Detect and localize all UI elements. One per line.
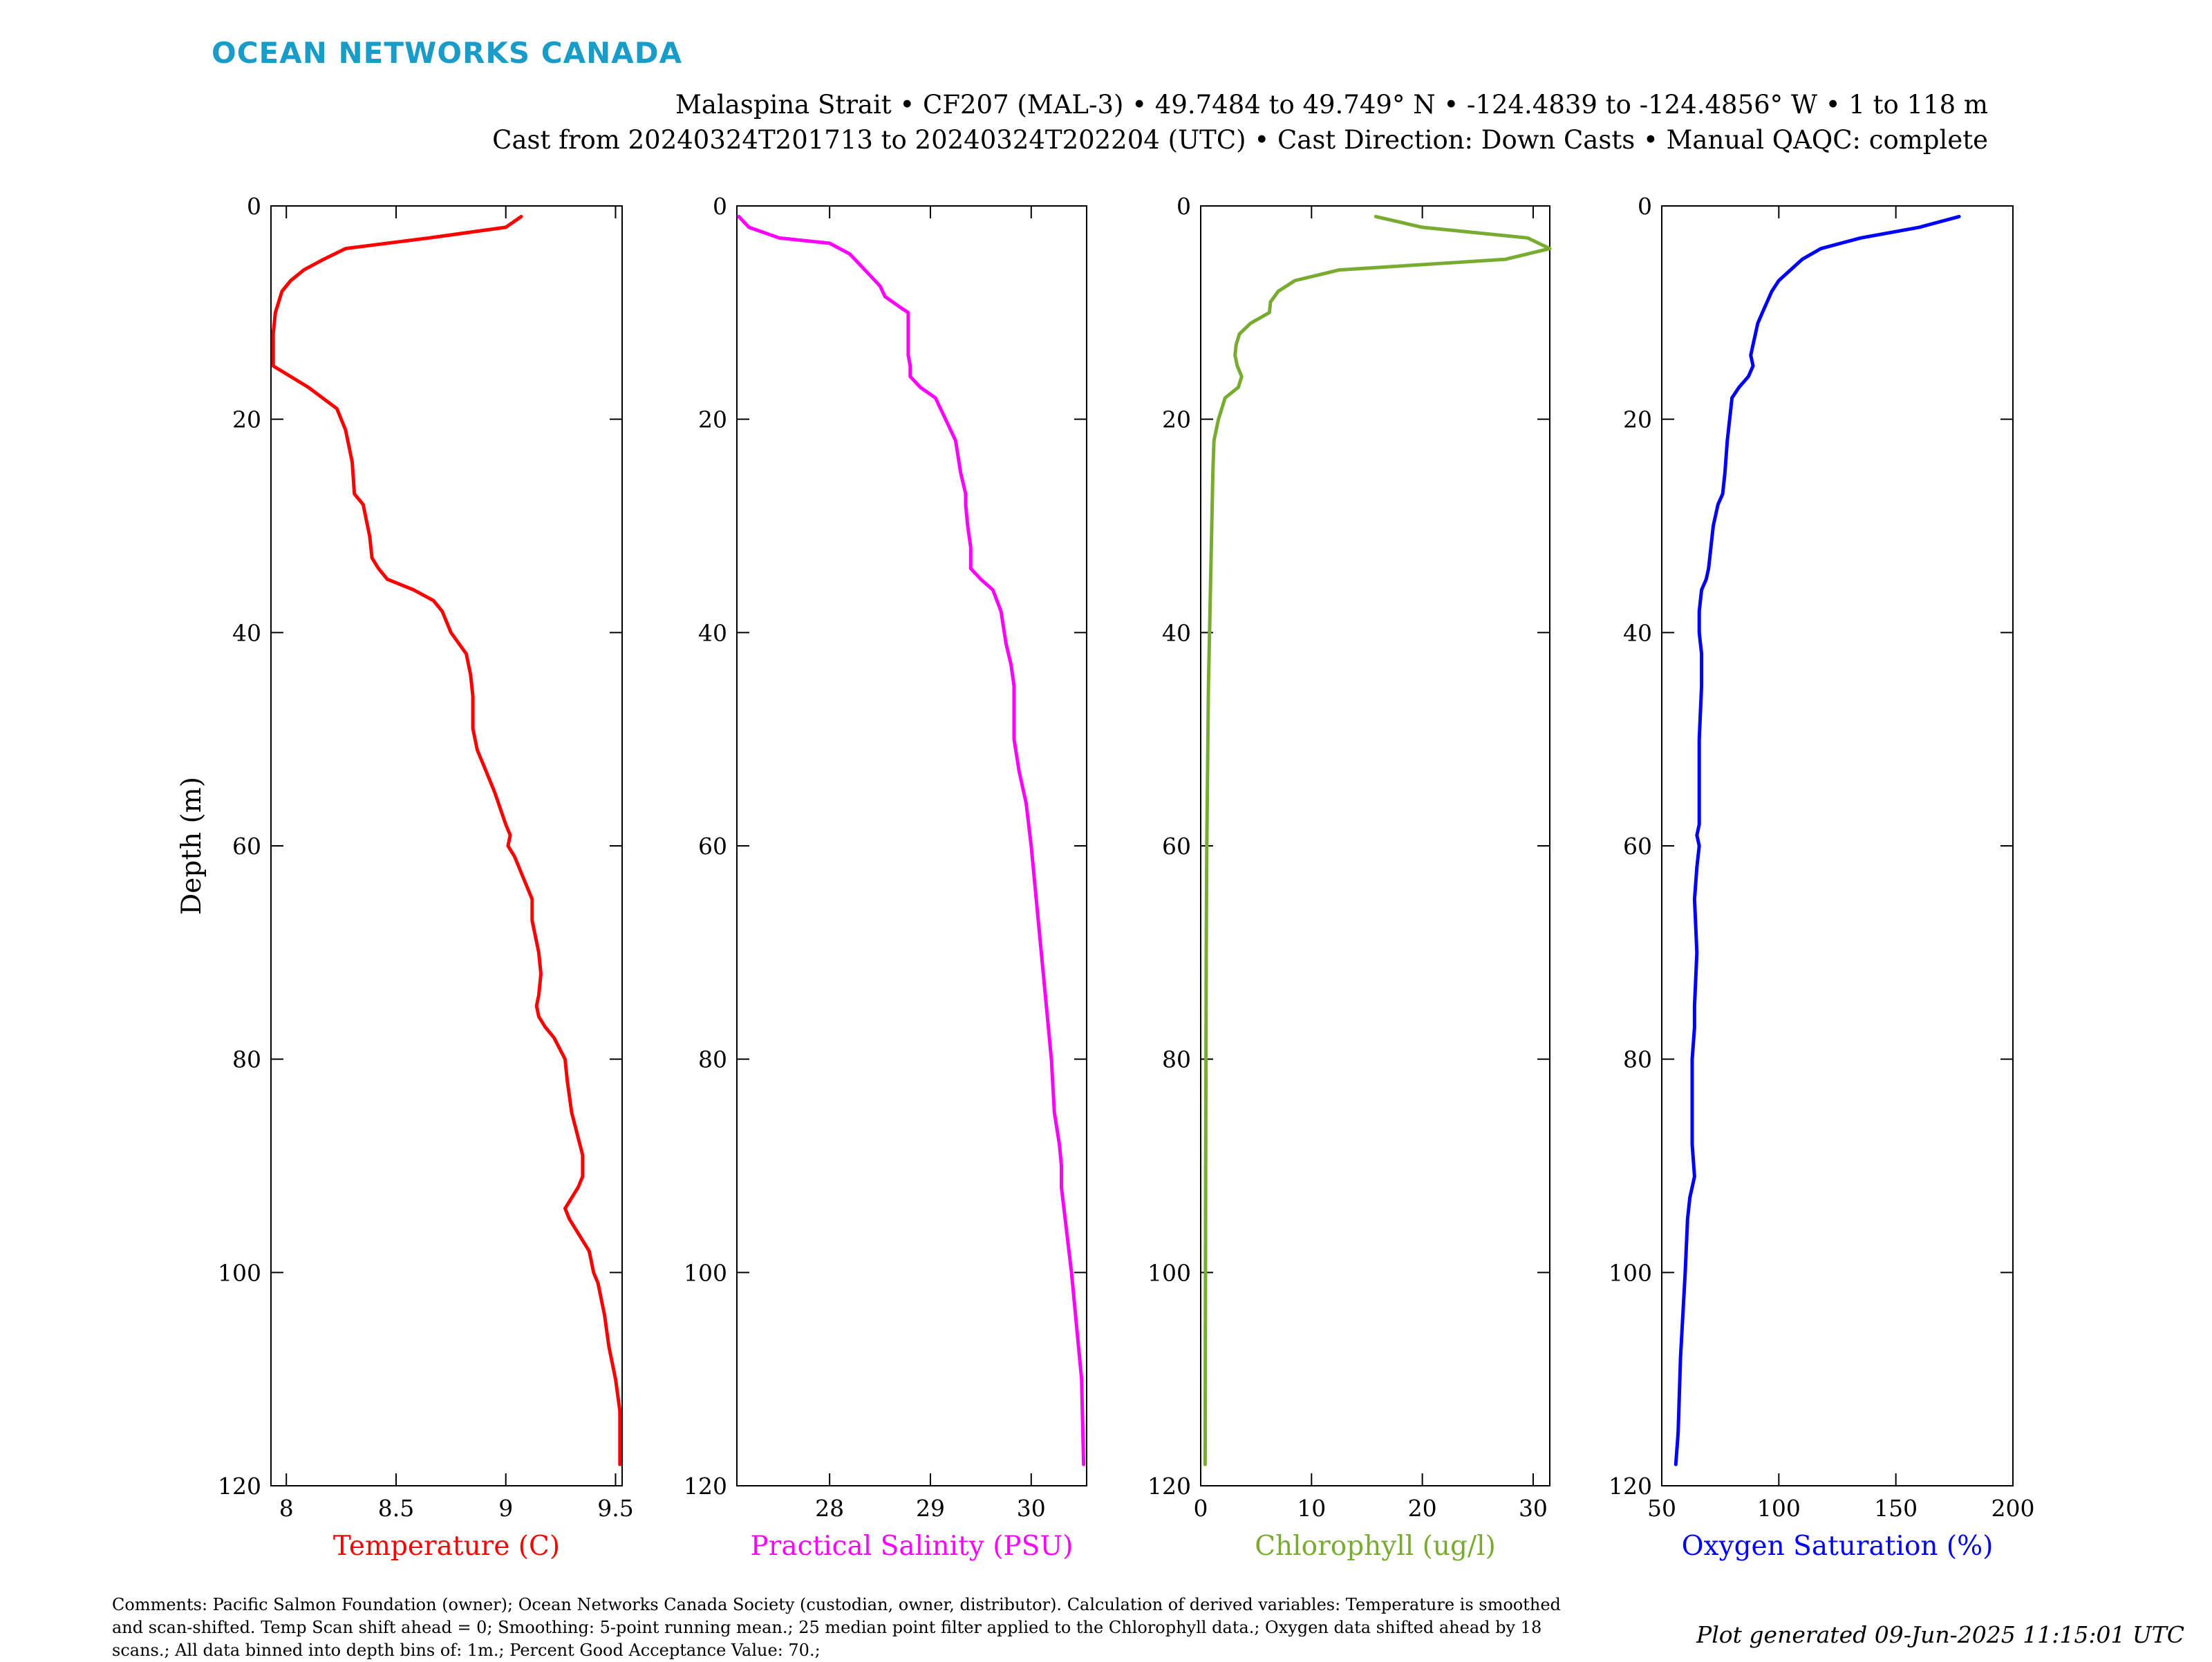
plot-generated-timestamp: Plot generated 09-Jun-2025 11:15:01 UTC: [1696, 1621, 2184, 1648]
y-tick-label: 60: [698, 833, 727, 860]
y-tick-label: 60: [1623, 833, 1652, 860]
y-tick-label: 20: [1623, 406, 1652, 433]
y-tick-label: 120: [684, 1473, 727, 1500]
x-tick-label: 50: [1647, 1495, 1676, 1522]
y-tick-label: 80: [1162, 1046, 1191, 1073]
y-tick-label: 20: [698, 406, 727, 433]
x-axis-label: Temperature (C): [333, 1531, 560, 1562]
profile-series-line: [1674, 214, 1961, 1466]
x-tick-label: 8.5: [378, 1495, 414, 1522]
cast-location-line: Malaspina Strait • CF207 (MAL-3) • 49.74…: [675, 90, 1988, 120]
y-tick-label: 120: [1147, 1473, 1191, 1500]
x-tick-label: 9: [498, 1495, 513, 1522]
x-axis-label: Oxygen Saturation (%): [1682, 1531, 1994, 1562]
y-tick-label: 100: [1609, 1259, 1652, 1286]
y-tick-label: 120: [218, 1473, 261, 1500]
axes-frame: [1661, 205, 2014, 1486]
y-tick-label: 0: [713, 193, 727, 220]
axes-frame: [1200, 205, 1550, 1486]
y-tick-label: 40: [1623, 619, 1652, 646]
x-tick-label: 8: [279, 1495, 294, 1522]
y-tick-label: 100: [1147, 1259, 1191, 1286]
x-tick-label: 0: [1194, 1495, 1208, 1522]
x-axis-label: Chlorophyll (ug/l): [1255, 1531, 1496, 1562]
x-tick-label: 150: [1874, 1495, 1918, 1522]
y-tick-label: 40: [698, 619, 727, 646]
x-tick-label: 28: [815, 1495, 844, 1522]
y-tick-label: 100: [218, 1259, 261, 1286]
x-tick-label: 30: [1017, 1495, 1046, 1522]
y-tick-label: 80: [232, 1046, 261, 1073]
x-axis-label: Practical Salinity (PSU): [751, 1531, 1074, 1562]
axes-frame: [736, 205, 1087, 1486]
x-tick-label: 30: [1519, 1495, 1548, 1522]
profile-series-line: [271, 214, 622, 1466]
profile-panel-1: 0 20 40 60 80 100 120 8 8.5 9 9.5 Temperature (C) De…: [176, 193, 634, 1562]
y-tick-label: 40: [232, 619, 261, 646]
y-tick-label: 20: [1162, 406, 1191, 433]
y-tick-label: 80: [698, 1046, 727, 1073]
y-tick-label: 60: [232, 833, 261, 860]
y-tick-label: 20: [232, 406, 261, 433]
profile-series-line: [737, 214, 1086, 1466]
y-tick-label: 60: [1162, 833, 1191, 860]
processing-comments: Comments: Pacific Salmon Foundation (own…: [112, 1595, 1561, 1660]
y-tick-label: 40: [1162, 619, 1191, 646]
profile-series-line: [1203, 214, 1552, 1466]
x-tick-label: 9.5: [597, 1495, 633, 1522]
y-tick-label: 100: [684, 1259, 727, 1286]
profile-panel-2: 0 20 40 60 80 100 120 28 29 30 Practical Salinity …: [684, 193, 1087, 1562]
cast-time-line: Cast from 20240324T201713 to 20240324T20…: [492, 125, 1988, 155]
y-tick-label: 0: [247, 193, 261, 220]
x-tick-label: 100: [1757, 1495, 1801, 1522]
y-axis-label: Depth (m): [176, 777, 207, 915]
brand-logo-text: OCEAN NETWORKS CANADA: [212, 36, 683, 70]
x-tick-label: 29: [916, 1495, 945, 1522]
y-tick-label: 120: [1609, 1473, 1652, 1500]
y-tick-label: 0: [1177, 193, 1191, 220]
x-tick-label: 200: [1991, 1495, 2035, 1522]
y-tick-label: 80: [1623, 1046, 1652, 1073]
y-tick-label: 0: [1638, 193, 1652, 220]
x-tick-label: 20: [1408, 1495, 1437, 1522]
x-tick-label: 10: [1297, 1495, 1326, 1522]
